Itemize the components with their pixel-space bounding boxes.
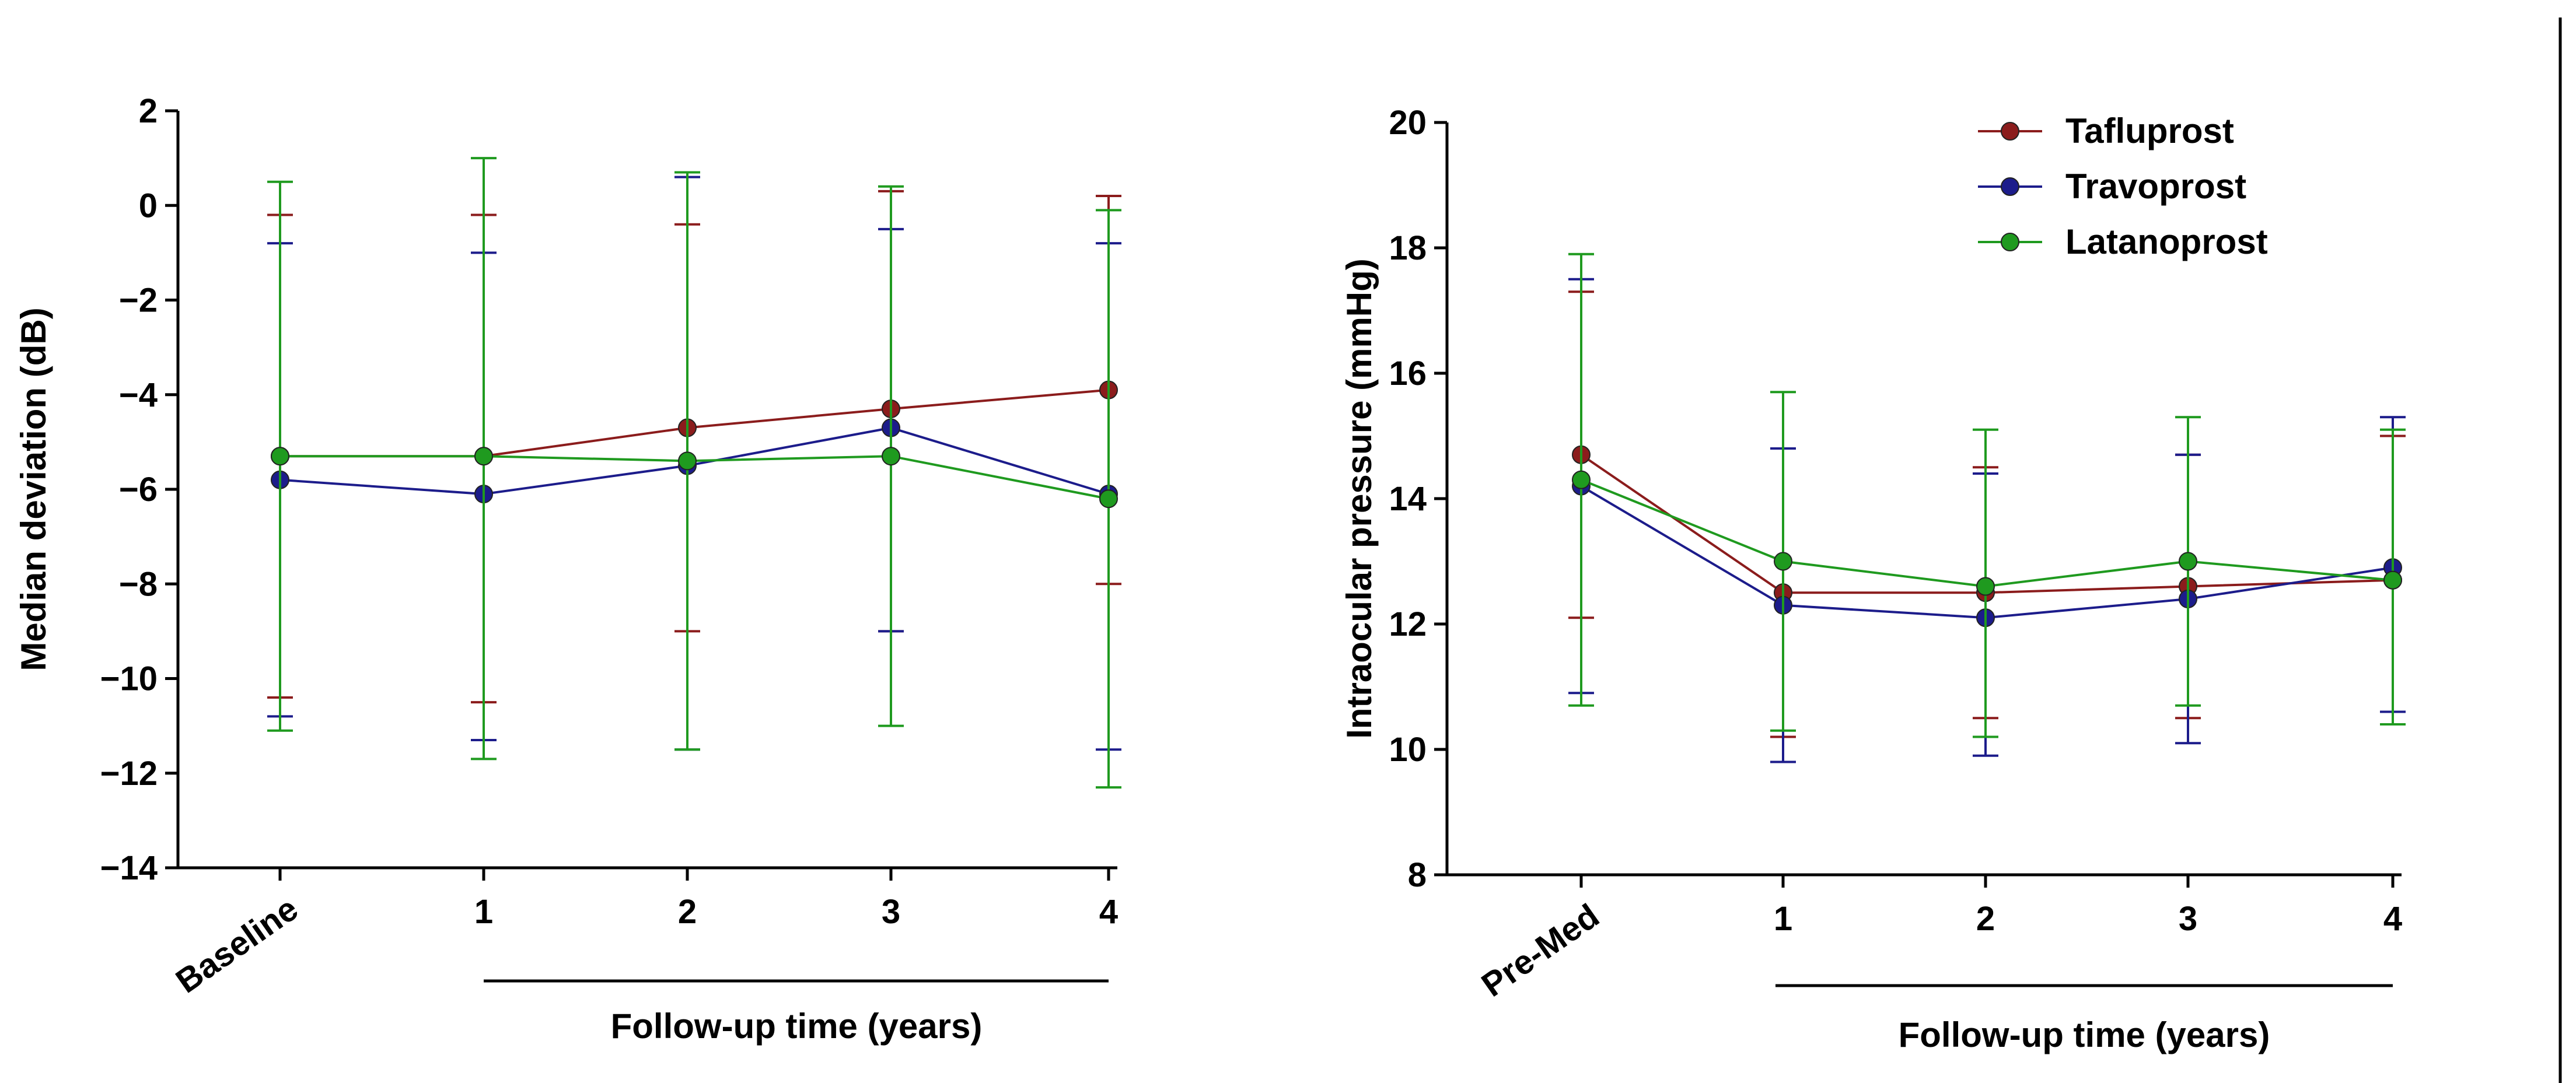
x-category-label: Baseline xyxy=(169,889,305,1000)
data-point xyxy=(2383,570,2402,590)
x-category-label: 1 xyxy=(1774,900,1792,938)
data-point xyxy=(678,451,697,471)
y-tick-label: 14 xyxy=(1389,480,1427,518)
x-category-label: 1 xyxy=(474,893,493,931)
y-tick-label: 12 xyxy=(1389,605,1427,643)
data-point xyxy=(1976,577,1995,596)
x-category-label: 3 xyxy=(2179,900,2197,938)
data-point xyxy=(882,447,900,466)
legend-label: Latanoprost xyxy=(2065,222,2268,261)
legend-swatch-marker xyxy=(2001,233,2019,251)
series-latanoprost xyxy=(1568,253,2406,738)
x-category-label: Pre-Med xyxy=(1475,896,1606,1004)
y-tick-label: 16 xyxy=(1389,355,1427,392)
series-tafluprost xyxy=(267,190,1121,704)
y-axis-title: Median deviation (dB) xyxy=(14,307,53,671)
data-point xyxy=(1774,552,1792,571)
y-tick-label: 8 xyxy=(1408,856,1427,894)
data-point xyxy=(1572,470,1591,489)
y-tick-label: −2 xyxy=(119,282,158,320)
data-point xyxy=(1099,489,1118,509)
y-tick-label: −10 xyxy=(100,660,158,698)
y-tick-label: −14 xyxy=(100,849,158,887)
median-deviation-chart: 2 0 −2 −4 −6 −8 −10 −12 −14 Baseline 1 2 3 4 Follow-up… xyxy=(14,92,1121,1046)
legend-swatch-marker xyxy=(2001,177,2019,196)
series-line xyxy=(1580,454,2393,594)
series-latanoprost xyxy=(267,157,1121,789)
x-category-label: 3 xyxy=(882,893,900,931)
y-tick-label: −4 xyxy=(119,376,158,414)
y-tick-label: 2 xyxy=(139,92,158,130)
y-tick-label: −12 xyxy=(100,755,158,793)
legend: Tafluprost Travoprost Latanoprost xyxy=(1978,111,2268,261)
y-tick-label: 10 xyxy=(1389,731,1427,769)
legend-label: Tafluprost xyxy=(2065,111,2234,150)
series-tafluprost xyxy=(1568,290,2406,738)
x-category-label: 4 xyxy=(2383,900,2402,938)
data-point xyxy=(2179,552,2197,571)
legend-label: Travoprost xyxy=(2065,167,2246,206)
series-line xyxy=(1581,478,2393,588)
x-axis-title: Follow-up time (years) xyxy=(1899,1015,2270,1054)
y-tick-label: 20 xyxy=(1389,104,1427,142)
legend-swatch-marker xyxy=(2001,122,2019,141)
x-category-label: 2 xyxy=(1976,900,1995,938)
y-axis-title: Intraocular pressure (mmHg) xyxy=(1340,258,1379,739)
y-tick-label: 0 xyxy=(139,187,158,225)
x-axis-title: Follow-up time (years) xyxy=(611,1007,983,1046)
x-category-label: 2 xyxy=(678,893,697,931)
y-tick-label: −8 xyxy=(119,565,158,603)
data-point xyxy=(474,447,493,466)
y-tick-label: 18 xyxy=(1389,229,1427,267)
y-tick-label: −6 xyxy=(119,471,158,509)
x-category-label: 4 xyxy=(1099,893,1118,931)
series-travoprost xyxy=(1568,278,2406,763)
data-point xyxy=(271,447,289,466)
